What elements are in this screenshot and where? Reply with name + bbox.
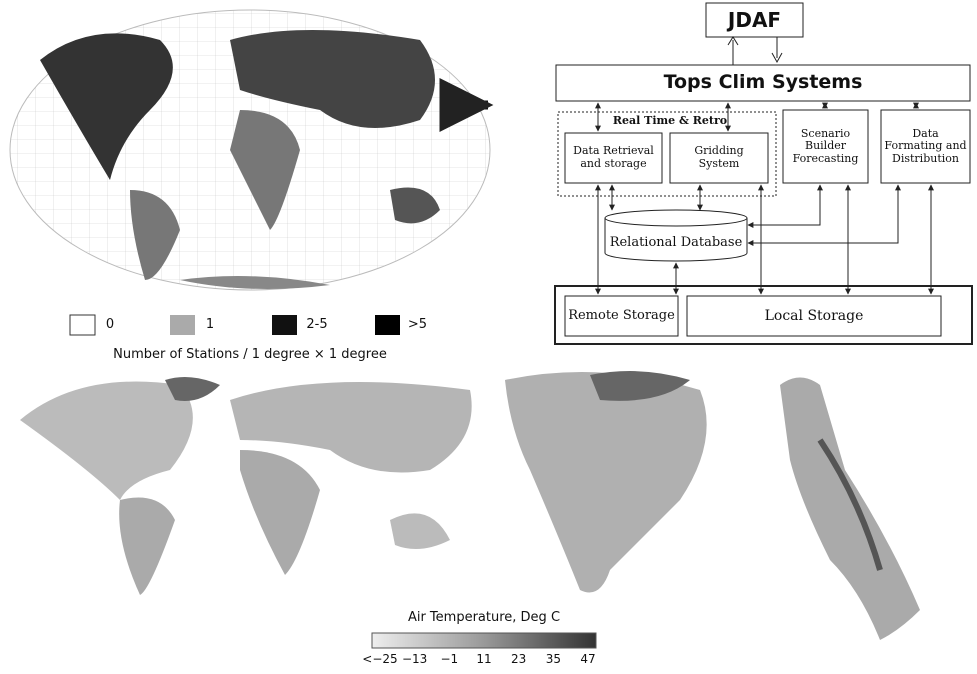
node-label: Data Retrieval and storage bbox=[566, 134, 661, 182]
legend-label: 0 bbox=[100, 315, 120, 335]
temperature-maps bbox=[20, 371, 920, 648]
node-label: Gridding System bbox=[690, 134, 748, 182]
node-label: Tops Clim Systems bbox=[556, 65, 970, 101]
node-label: JDAF bbox=[706, 3, 803, 37]
node-label: Scenario Builder Forecasting bbox=[784, 111, 867, 182]
node-label: Remote Storage bbox=[565, 296, 678, 336]
caption: Number of Stations / 1 degree × 1 degree bbox=[60, 338, 440, 372]
node-label: Data Formating and Distribution bbox=[882, 111, 969, 182]
node-label: Local Storage bbox=[687, 296, 941, 336]
figure: Number of Stations / 1 degree × 1 degree… bbox=[0, 0, 977, 674]
legend-label: 1 bbox=[200, 315, 220, 335]
group-label: Real Time & Retro bbox=[600, 113, 740, 129]
colorbar-title: Air Temperature, Deg C bbox=[384, 608, 584, 628]
station-map bbox=[10, 10, 490, 335]
legend-label: 2-5 bbox=[302, 315, 332, 335]
node-label: Relational Database bbox=[605, 228, 747, 258]
figure-graphics bbox=[0, 0, 977, 674]
legend-label: >5 bbox=[405, 315, 430, 335]
colorbar-tick-label: 47 bbox=[566, 651, 610, 669]
